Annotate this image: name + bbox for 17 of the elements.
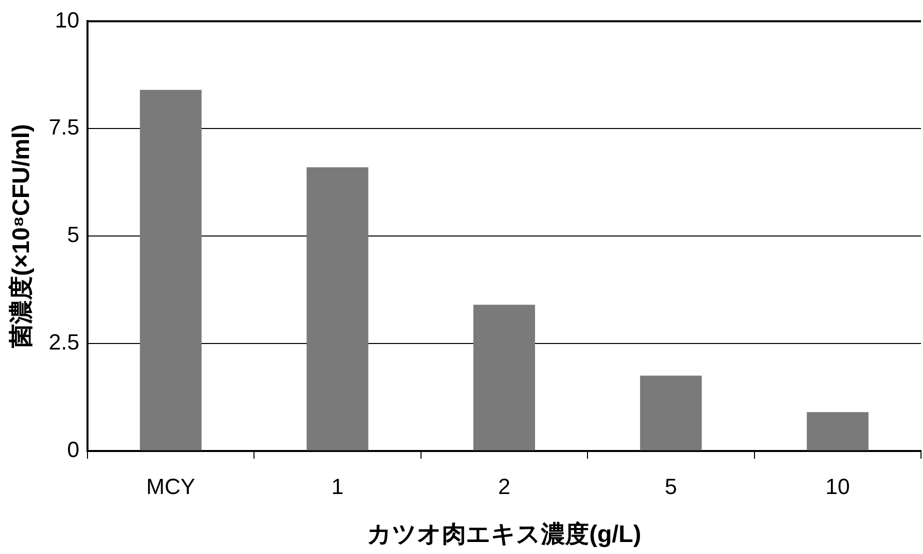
x-axis-title: カツオ肉エキス濃度(g/L): [367, 521, 642, 548]
x-tick-label: 1: [331, 474, 344, 500]
y-tick-label: 10: [54, 7, 80, 32]
y-tick-label: 7.5: [48, 114, 80, 140]
x-tick-label: 2: [498, 474, 510, 500]
x-tick-label: 5: [664, 474, 678, 500]
bar: [140, 90, 202, 450]
x-tick-label: 10: [825, 474, 850, 500]
bar: [306, 167, 368, 450]
x-tick-label: MCY: [146, 474, 196, 500]
y-tick-label: 2.5: [48, 329, 80, 354]
y-tick-label: 0: [67, 436, 80, 462]
bar: [640, 376, 702, 450]
bar: [473, 304, 536, 450]
bar: [806, 412, 868, 450]
y-tick-label: 5: [67, 222, 80, 248]
y-axis-title: 菌濃度(×10⁸CFU/ml): [8, 124, 36, 350]
